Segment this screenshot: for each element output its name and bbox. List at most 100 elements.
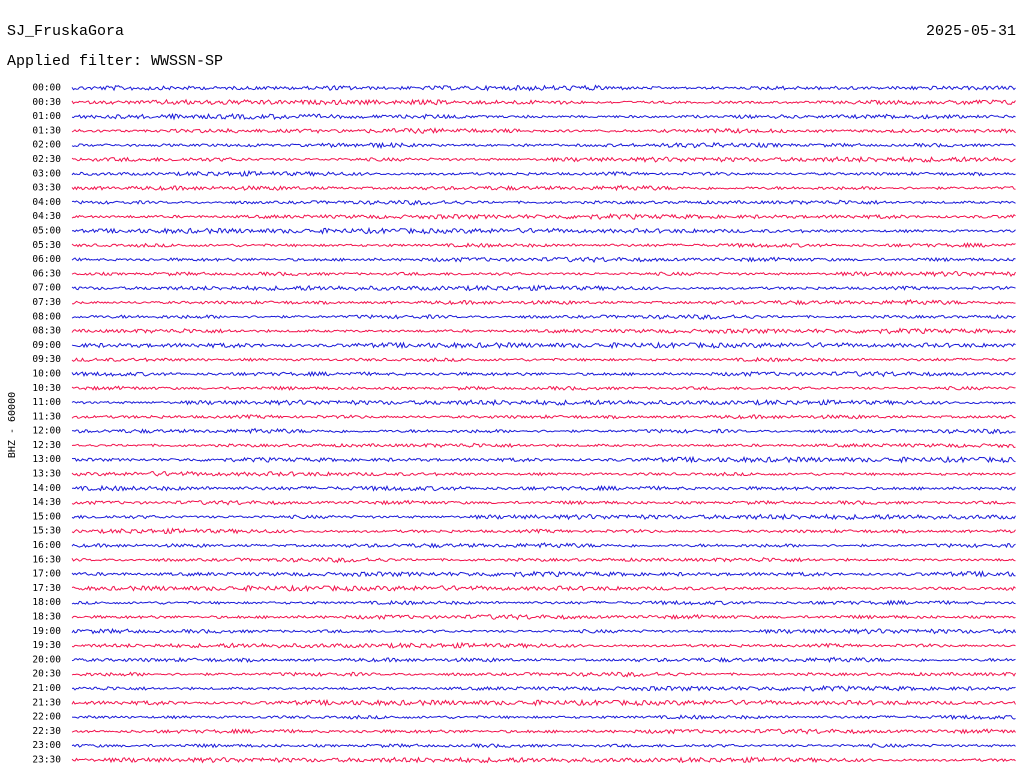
trace [71,513,1016,521]
row-label: 04:30 [32,211,61,222]
row-label: 04:00 [32,197,61,208]
trace [71,284,1016,292]
row-label: 19:30 [32,640,61,651]
trace [71,314,1016,321]
row-label: 21:30 [32,697,61,708]
row-label: 14:30 [32,497,61,508]
row-label: 15:00 [32,511,61,522]
row-label: 00:00 [32,83,61,94]
trace [71,141,1016,150]
row-label: 22:00 [32,712,61,723]
trace [71,270,1016,278]
row-label: 20:00 [32,654,61,665]
row-label: 17:30 [32,583,61,594]
trace [71,84,1016,92]
row-label: 18:30 [32,612,61,623]
trace [71,484,1016,492]
row-label: 13:30 [32,469,61,480]
row-label: 17:00 [32,569,61,580]
trace [71,212,1016,220]
row-label: 01:00 [32,111,61,122]
filter-label: Applied filter: WWSSN-SP [7,53,223,70]
row-label: 06:00 [32,254,61,265]
row-label: 06:30 [32,268,61,279]
row-label: 19:00 [32,626,61,637]
trace [71,184,1016,192]
row-label: 02:00 [32,140,61,151]
row-label: 05:00 [32,225,61,236]
trace [71,527,1016,535]
row-label: 07:30 [32,297,61,308]
trace [71,656,1016,664]
row-label: 07:00 [32,283,61,294]
trace [71,627,1016,635]
row-label: 12:00 [32,426,61,437]
date: 2025-05-31 [926,23,1016,40]
row-label: 16:30 [32,554,61,565]
row-label: 12:30 [32,440,61,451]
trace [71,385,1016,391]
trace [71,641,1016,649]
row-label: 09:00 [32,340,61,351]
trace [71,728,1016,735]
trace [71,398,1016,407]
row-label: 11:30 [32,411,61,422]
row-label: 02:30 [32,154,61,165]
row-label: 10:30 [32,383,61,394]
trace [71,356,1016,363]
row-label: 10:00 [32,368,61,379]
station-name: SJ_FruskaGora [7,23,124,40]
trace [71,98,1016,106]
trace [71,242,1016,249]
row-label: 03:30 [32,183,61,194]
row-label: 15:30 [32,526,61,537]
trace [71,470,1016,477]
trace [71,112,1016,121]
trace [71,557,1016,564]
trace [71,226,1016,235]
trace [71,341,1016,350]
trace [71,698,1016,707]
trace [71,756,1016,764]
trace [71,599,1016,606]
trace [71,542,1016,549]
row-label: 00:30 [32,97,61,108]
row-label: 08:30 [32,326,61,337]
trace [71,684,1016,692]
trace [71,155,1016,164]
row-label: 14:00 [32,483,61,494]
row-label: 09:30 [32,354,61,365]
trace [71,299,1016,306]
row-label: 21:00 [32,683,61,694]
row-label: 23:30 [32,755,61,766]
trace [71,370,1016,378]
rows: 00:00 00:30 01:00 01:30 02:00 02:30 03:00 03:30… [32,83,1016,766]
row-label: 23:00 [32,740,61,751]
row-label: 01:30 [32,125,61,136]
trace [71,613,1016,621]
trace [71,127,1016,135]
trace [71,671,1016,678]
row-label: 08:00 [32,311,61,322]
row-label: 22:30 [32,726,61,737]
row-label: 16:00 [32,540,61,551]
trace [71,169,1016,177]
row-label: 13:00 [32,454,61,465]
row-label: 05:30 [32,240,61,251]
y-axis-label: BHZ - 60000 [7,392,18,458]
row-label: 11:00 [32,397,61,408]
trace [71,714,1016,721]
trace [71,742,1016,749]
row-label: 20:30 [32,669,61,680]
trace [71,256,1016,263]
row-label: 18:00 [32,597,61,608]
trace [71,570,1016,578]
trace [71,427,1016,435]
trace [71,327,1016,335]
trace [71,199,1016,206]
trace [71,455,1016,464]
trace [71,442,1016,449]
trace [71,413,1016,420]
row-label: 03:00 [32,168,61,179]
